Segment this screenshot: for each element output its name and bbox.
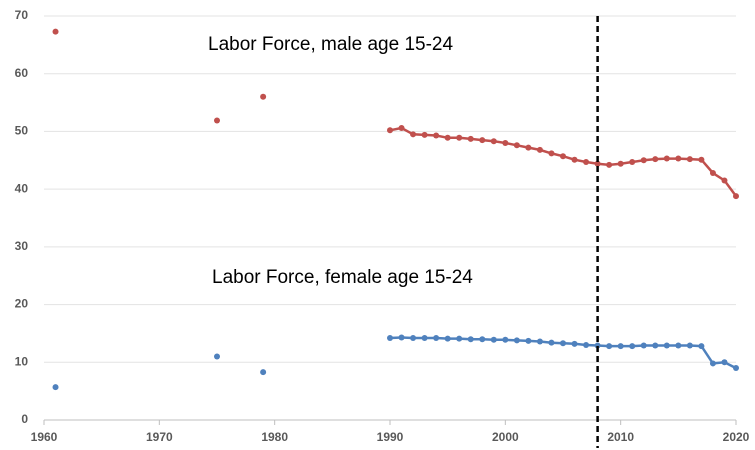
point xyxy=(606,161,613,168)
point xyxy=(410,131,417,138)
point xyxy=(260,369,267,376)
point xyxy=(502,139,509,146)
y-tick-label: 10 xyxy=(15,354,29,368)
annotation: Labor Force, female age 15-24 xyxy=(212,267,473,288)
y-tick-label: 50 xyxy=(15,124,29,138)
y-tick-label: 60 xyxy=(15,66,29,80)
point xyxy=(444,335,451,342)
point xyxy=(548,150,555,157)
point xyxy=(594,342,601,349)
point xyxy=(571,340,578,347)
point xyxy=(663,342,670,349)
point xyxy=(513,337,520,344)
point xyxy=(479,336,486,343)
point xyxy=(560,153,566,160)
point xyxy=(594,160,601,167)
point xyxy=(583,159,590,166)
point xyxy=(525,144,532,151)
point xyxy=(721,177,728,184)
point xyxy=(548,339,555,346)
y-tick-label: 20 xyxy=(15,297,29,311)
x-tick-label: 1980 xyxy=(261,430,288,444)
point xyxy=(214,117,220,124)
point xyxy=(433,132,440,139)
point xyxy=(398,334,405,341)
point xyxy=(675,342,682,349)
point xyxy=(410,335,417,342)
point xyxy=(433,335,440,342)
point xyxy=(698,156,705,163)
annotation: Labor Force, male age 15-24 xyxy=(208,34,453,55)
point xyxy=(709,169,716,176)
point xyxy=(490,336,497,343)
point xyxy=(536,338,543,345)
series-line xyxy=(389,126,738,197)
point xyxy=(571,156,578,163)
y-tick-label: 70 xyxy=(15,8,29,22)
point xyxy=(513,142,520,149)
point xyxy=(214,353,220,360)
point xyxy=(640,157,647,164)
point xyxy=(398,124,405,131)
point xyxy=(467,135,474,142)
point xyxy=(617,160,624,167)
point xyxy=(502,336,509,343)
point xyxy=(490,138,497,145)
point xyxy=(387,127,393,134)
point xyxy=(525,337,532,344)
point xyxy=(686,342,693,349)
point xyxy=(606,343,613,350)
point xyxy=(663,155,670,162)
x-tick-label: 1990 xyxy=(377,430,404,444)
point xyxy=(652,342,659,349)
point xyxy=(387,335,393,342)
point xyxy=(456,335,463,342)
point xyxy=(675,155,682,162)
point xyxy=(652,156,659,163)
point xyxy=(617,343,624,350)
point xyxy=(456,134,463,141)
point xyxy=(583,341,590,348)
point xyxy=(421,335,428,342)
y-tick-label: 0 xyxy=(21,412,28,426)
point xyxy=(52,384,59,391)
y-tick-label: 30 xyxy=(15,239,29,253)
y-tick-label: 40 xyxy=(15,181,29,195)
point xyxy=(629,343,636,350)
point xyxy=(260,93,267,100)
point xyxy=(560,340,566,347)
point xyxy=(444,134,451,141)
point xyxy=(421,131,428,138)
x-tick-label: 2020 xyxy=(723,430,750,444)
x-tick-label: 1960 xyxy=(31,430,58,444)
point xyxy=(536,146,543,153)
point xyxy=(721,359,728,366)
point xyxy=(479,137,486,144)
point xyxy=(686,156,693,163)
x-tick-label: 2000 xyxy=(492,430,519,444)
point xyxy=(733,193,739,200)
point xyxy=(698,343,705,350)
point xyxy=(709,360,716,367)
point xyxy=(733,365,739,372)
point xyxy=(640,342,647,349)
x-tick-label: 2010 xyxy=(607,430,634,444)
point xyxy=(629,159,636,166)
point xyxy=(52,28,59,35)
point xyxy=(467,336,474,343)
x-tick-label: 1970 xyxy=(146,430,173,444)
